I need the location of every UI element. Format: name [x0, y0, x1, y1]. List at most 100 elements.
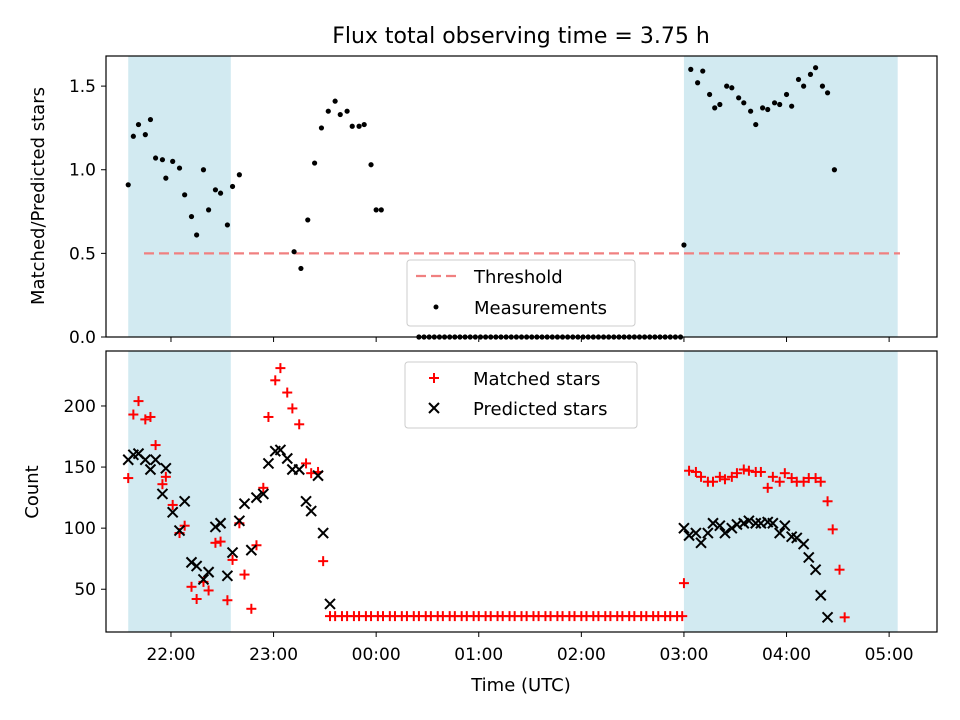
bottom-xlabel: Time (UTC) [470, 675, 571, 696]
measurement-point [217, 190, 224, 196]
matched-star-point [294, 419, 305, 430]
cross-b [166, 506, 179, 518]
predicted-star-point [233, 515, 246, 527]
matched-star-point [774, 476, 785, 487]
cross-b [250, 491, 263, 504]
matched-star-point [708, 476, 719, 487]
cross-b [809, 563, 822, 576]
measurement-point [777, 101, 783, 108]
cross-b [678, 522, 690, 534]
matched-star-point [731, 468, 742, 479]
measurement-point [706, 91, 713, 98]
predicted-star-point [312, 469, 324, 482]
ratio-panel: 0.0 0.5 1.0 1.5 Matched/Predicted stars Thr… [28, 55, 938, 348]
measurement-point [807, 71, 814, 77]
measurement-point [783, 91, 790, 98]
measurement-point [188, 213, 195, 220]
predicted-star-point [257, 488, 270, 500]
measurement-point [378, 207, 384, 213]
predicted-star-point [690, 527, 702, 539]
matched-star-point [719, 474, 730, 485]
cross-b [178, 495, 191, 507]
top-y-tick-label: 1.5 [69, 77, 96, 97]
cross-b [305, 505, 317, 517]
predicted-legend-label: Predicted stars [473, 399, 607, 420]
matched-star-point [755, 466, 766, 477]
top-y-tick-label: 1.0 [69, 161, 96, 181]
predicted-legend-cross [428, 402, 440, 414]
cross-b [702, 527, 714, 539]
cross-b [695, 537, 707, 549]
x-tick-label: 05:00 [865, 645, 914, 665]
top-legend-box [406, 259, 636, 327]
threshold-legend-label: Threshold [473, 267, 563, 288]
measurement-point [147, 116, 154, 123]
cross-b [144, 463, 157, 476]
predicted-star-point [262, 457, 275, 470]
matched-star-point [762, 482, 773, 493]
matched-star-point [696, 471, 707, 482]
measurement-point [700, 68, 706, 74]
x-tick-label: 04:00 [762, 645, 811, 665]
cross-b [821, 611, 834, 624]
matched-star-point [263, 411, 274, 422]
predicted-star-point [144, 463, 157, 476]
matched-star-point [318, 556, 329, 567]
measurement-point [759, 105, 766, 111]
predicted-star-point [707, 517, 719, 529]
predicted-legend-marker [428, 402, 440, 414]
cross-b [160, 462, 172, 474]
measurement-point [182, 192, 188, 198]
cross-b [226, 546, 239, 559]
bottom-y-tick-label: 100 [64, 519, 96, 539]
cross-b [719, 527, 731, 539]
predicted-star-point [809, 563, 822, 576]
measurement-point [318, 125, 325, 131]
top-ticks: 0.0 0.5 1.0 1.5 [69, 77, 890, 348]
measurement-point [159, 157, 166, 163]
matched-legend-plus [429, 373, 439, 383]
measurement-point [125, 182, 131, 188]
predicted-star-point [702, 527, 714, 539]
measurement-point [373, 207, 379, 213]
matched-star-point [203, 585, 214, 596]
matched-star-point [839, 612, 850, 623]
measurement-point [729, 85, 735, 91]
predicted-star-point [305, 505, 317, 517]
cross-b [815, 589, 827, 602]
matched-star-point [822, 496, 833, 507]
measurement-point [200, 167, 207, 173]
cross-b [274, 444, 287, 456]
predicted-star-point [226, 546, 239, 559]
top-ylabel: Matched/Predicted stars [28, 87, 49, 305]
measurement-point [298, 265, 304, 272]
predicted-star-point [190, 560, 203, 572]
bottom-legend: Matched stars Predicted stars [404, 361, 638, 429]
measurement-point [812, 65, 819, 71]
cross-b [281, 452, 293, 465]
predicted-star-point [683, 529, 695, 542]
matched-star-point [684, 465, 695, 476]
cross-b [262, 457, 275, 470]
matched-star-point [191, 594, 202, 605]
matched-star-point [815, 476, 826, 487]
predicted-star-point [821, 611, 834, 624]
shaded-window-bottom-0 [128, 351, 231, 632]
predicted-star-point [803, 551, 815, 564]
x-tick-label: 22:00 [146, 645, 195, 665]
predicted-star-point [815, 589, 827, 602]
measurement-point [748, 108, 754, 114]
top-axes-frame [105, 55, 938, 338]
predicted-star-point [714, 520, 726, 532]
measurement-point [142, 132, 148, 138]
cross-b [197, 573, 210, 586]
cross-b [317, 527, 329, 539]
predicted-star-point [173, 524, 186, 537]
measurement-point [361, 121, 367, 128]
matched-star-point [714, 471, 725, 482]
matched-star-point [123, 473, 134, 484]
predicted-star-point [214, 517, 227, 529]
measurement-point [712, 105, 718, 111]
cross-b [428, 402, 440, 414]
cross-b [324, 598, 336, 610]
